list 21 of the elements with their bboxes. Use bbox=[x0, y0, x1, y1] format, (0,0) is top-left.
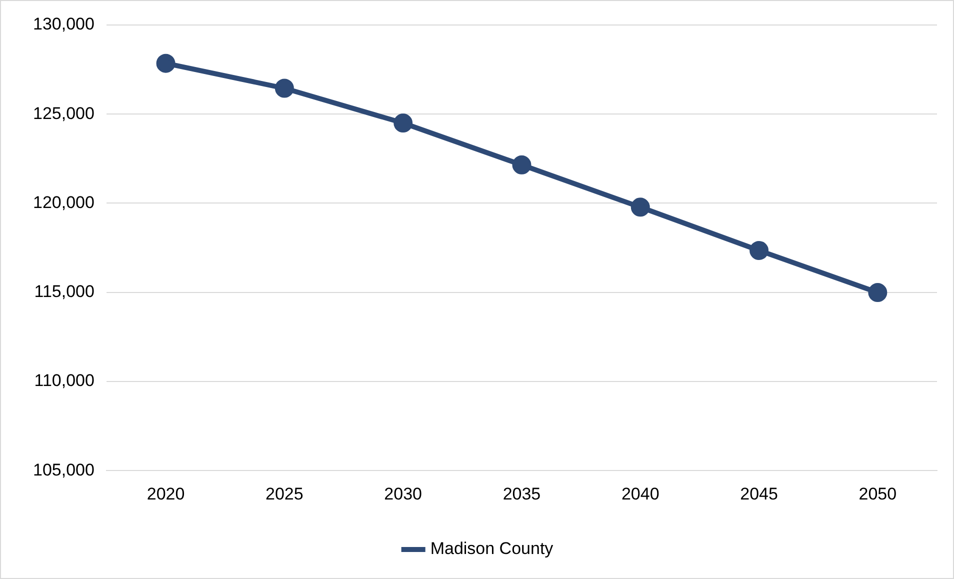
point bbox=[156, 54, 176, 73]
y-tick-label: 115,000 bbox=[34, 282, 94, 302]
legend-label: Madison County bbox=[430, 539, 554, 558]
y-tick-label: 125,000 bbox=[33, 104, 94, 123]
x-tick-label: 2020 bbox=[146, 484, 185, 504]
y-tick-label: 130,000 bbox=[33, 14, 94, 34]
x-tick-label: 2040 bbox=[621, 484, 660, 504]
x-tick-label: 2035 bbox=[502, 484, 541, 504]
point bbox=[274, 78, 294, 98]
y-tick-label: 105,000 bbox=[33, 460, 94, 480]
y-tick-label: 120,000 bbox=[33, 192, 94, 212]
y-tick-label: 110,000 bbox=[34, 371, 94, 390]
x-tick-label: 2045 bbox=[740, 484, 778, 504]
point bbox=[512, 155, 532, 174]
point bbox=[868, 283, 888, 302]
x-tick-label: 2050 bbox=[858, 484, 897, 504]
x-tick-label: 2025 bbox=[266, 484, 304, 504]
point bbox=[394, 114, 413, 133]
point bbox=[750, 240, 769, 260]
x-tick-label: 2030 bbox=[384, 484, 422, 504]
point bbox=[630, 198, 650, 217]
